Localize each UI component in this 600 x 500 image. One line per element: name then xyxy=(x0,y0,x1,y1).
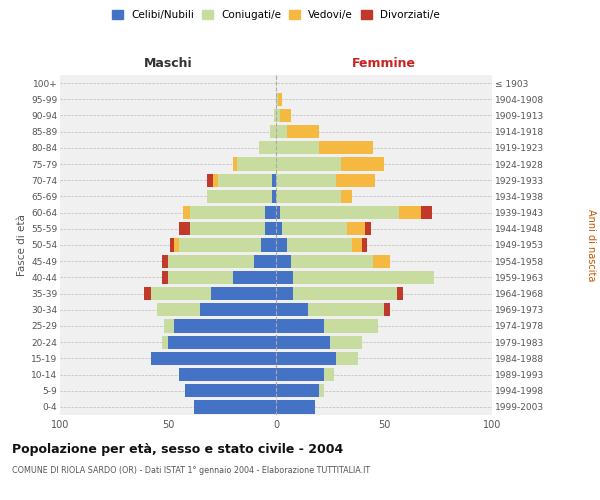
Bar xyxy=(323,368,334,381)
Bar xyxy=(276,303,308,316)
Bar xyxy=(293,287,397,300)
Bar xyxy=(280,109,291,122)
Bar xyxy=(337,174,376,187)
Bar xyxy=(276,384,319,398)
Bar xyxy=(276,368,323,381)
Text: COMUNE DI RIOLA SARDO (OR) - Dati ISTAT 1° gennaio 2004 - Elaborazione TUTTITALI: COMUNE DI RIOLA SARDO (OR) - Dati ISTAT … xyxy=(12,466,370,475)
Bar xyxy=(276,254,291,268)
Bar xyxy=(397,287,403,300)
Bar xyxy=(276,206,280,220)
Text: Femmine: Femmine xyxy=(352,57,416,70)
Bar xyxy=(276,190,341,203)
Bar xyxy=(399,206,421,220)
Bar xyxy=(341,158,384,170)
Bar xyxy=(293,270,434,284)
Bar xyxy=(276,158,341,170)
Bar xyxy=(269,125,276,138)
Bar xyxy=(384,303,391,316)
Bar xyxy=(237,158,276,170)
Bar xyxy=(179,238,261,252)
Bar xyxy=(168,254,254,268)
Bar xyxy=(161,254,168,268)
Bar xyxy=(352,238,362,252)
Bar xyxy=(365,222,371,235)
Bar xyxy=(179,368,276,381)
Bar xyxy=(276,92,278,106)
Bar xyxy=(319,384,323,398)
Bar xyxy=(276,270,293,284)
Bar xyxy=(157,303,200,316)
Bar xyxy=(190,222,265,235)
Bar xyxy=(330,336,362,349)
Bar xyxy=(164,320,175,332)
Bar xyxy=(207,190,272,203)
Bar xyxy=(287,238,352,252)
Bar xyxy=(291,254,373,268)
Bar xyxy=(323,320,377,332)
Bar xyxy=(276,320,323,332)
Text: Popolazione per età, sesso e stato civile - 2004: Popolazione per età, sesso e stato civil… xyxy=(12,442,343,456)
Y-axis label: Fasce di età: Fasce di età xyxy=(17,214,27,276)
Bar xyxy=(265,222,276,235)
Bar xyxy=(214,174,218,187)
Bar xyxy=(341,190,352,203)
Bar xyxy=(233,158,237,170)
Bar xyxy=(261,238,276,252)
Bar xyxy=(233,270,276,284)
Bar xyxy=(254,254,276,268)
Bar xyxy=(276,174,337,187)
Bar xyxy=(175,238,179,252)
Bar xyxy=(276,141,319,154)
Bar xyxy=(151,287,211,300)
Bar xyxy=(276,222,283,235)
Bar xyxy=(373,254,391,268)
Bar xyxy=(347,222,365,235)
Bar xyxy=(161,336,168,349)
Bar xyxy=(319,141,373,154)
Bar xyxy=(276,125,287,138)
Bar xyxy=(168,270,233,284)
Bar xyxy=(161,270,168,284)
Bar xyxy=(170,238,175,252)
Bar xyxy=(190,206,265,220)
Bar xyxy=(308,303,384,316)
Bar xyxy=(274,109,276,122)
Bar xyxy=(283,222,347,235)
Bar xyxy=(175,320,276,332)
Bar xyxy=(337,352,358,365)
Bar xyxy=(362,238,367,252)
Bar xyxy=(179,222,190,235)
Bar xyxy=(276,238,287,252)
Bar xyxy=(218,174,272,187)
Bar xyxy=(183,206,190,220)
Bar xyxy=(276,287,293,300)
Bar xyxy=(185,384,276,398)
Bar xyxy=(200,303,276,316)
Bar xyxy=(194,400,276,413)
Legend: Celibi/Nubili, Coniugati/e, Vedovi/e, Divorziati/e: Celibi/Nubili, Coniugati/e, Vedovi/e, Di… xyxy=(112,10,440,20)
Bar xyxy=(144,287,151,300)
Bar xyxy=(287,125,319,138)
Bar xyxy=(207,174,214,187)
Bar xyxy=(276,352,337,365)
Bar xyxy=(211,287,276,300)
Bar xyxy=(421,206,431,220)
Bar xyxy=(265,206,276,220)
Bar xyxy=(276,109,280,122)
Bar xyxy=(151,352,276,365)
Bar xyxy=(272,190,276,203)
Bar xyxy=(280,206,399,220)
Bar xyxy=(278,92,283,106)
Bar xyxy=(272,174,276,187)
Bar xyxy=(276,336,330,349)
Text: Anni di nascita: Anni di nascita xyxy=(586,209,596,281)
Text: Maschi: Maschi xyxy=(143,57,193,70)
Bar xyxy=(259,141,276,154)
Bar xyxy=(276,400,315,413)
Bar xyxy=(168,336,276,349)
